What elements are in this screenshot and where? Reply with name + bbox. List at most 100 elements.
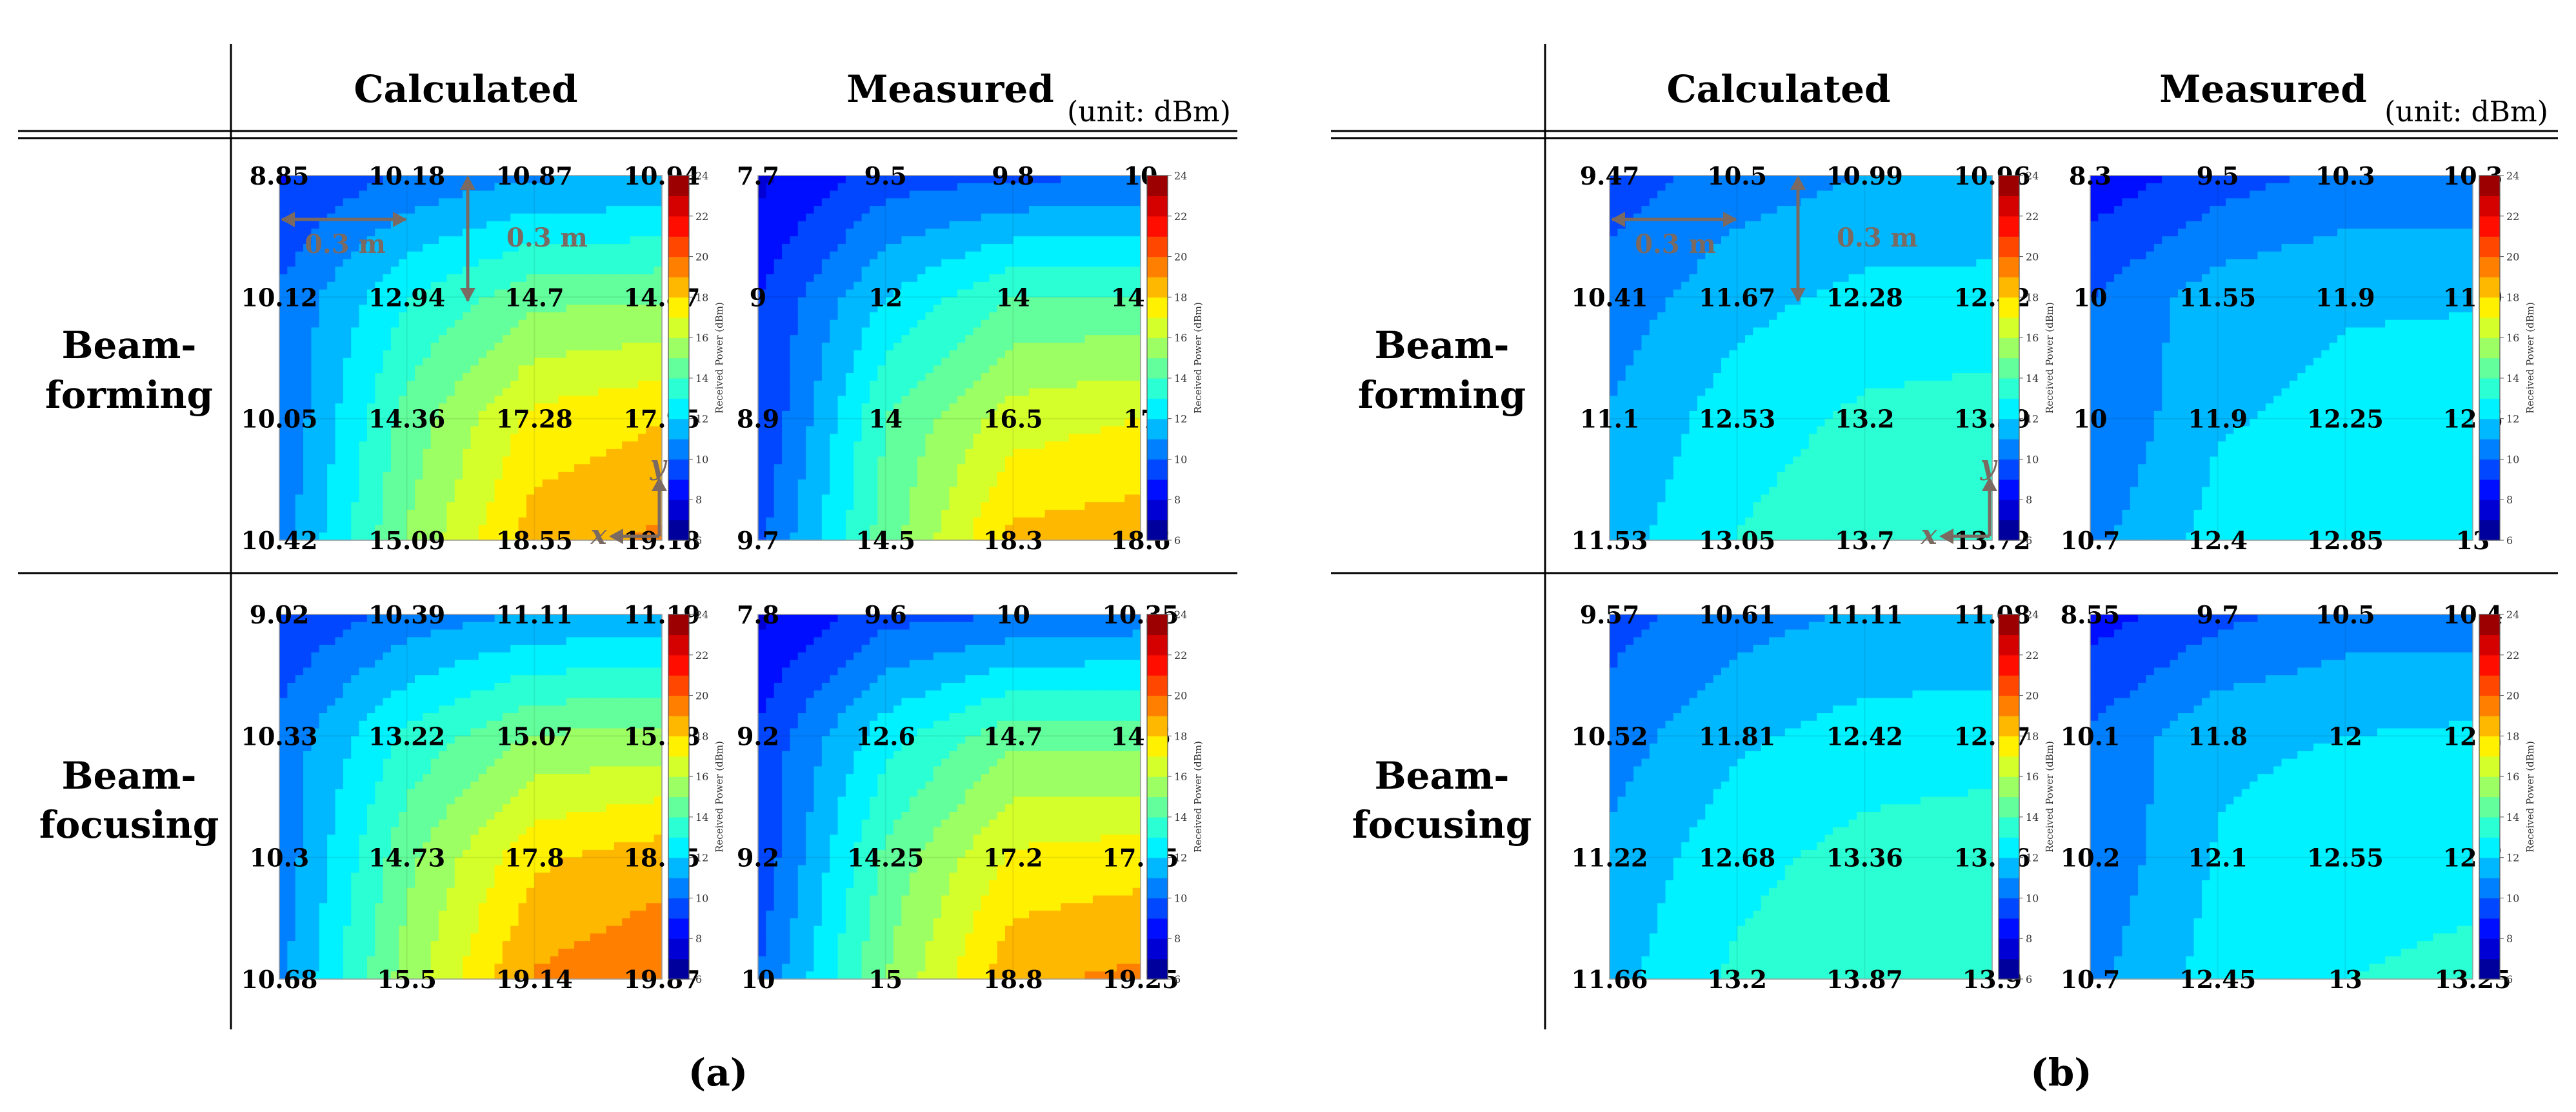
- heatmap-cell: [439, 389, 447, 396]
- heatmap-cell: [415, 343, 423, 350]
- heatmap-cell: [415, 381, 423, 389]
- heatmap-cell: [287, 335, 295, 343]
- heatmap-cell: [279, 267, 288, 274]
- heatmap-cell: [455, 176, 463, 183]
- heatmap-cell: [614, 350, 623, 358]
- heatmap-cell: [519, 335, 527, 343]
- heatmap-cell: [319, 320, 328, 328]
- heatmap-cell: [590, 389, 599, 396]
- heatmap-cell: [415, 198, 423, 206]
- heatmap-cell: [343, 419, 352, 427]
- heatmap-cell: [415, 244, 423, 252]
- heatmap-cell: [455, 305, 463, 312]
- heatmap-cell: [582, 365, 590, 373]
- heatmap-cell: [574, 312, 583, 320]
- heatmap-cell: [495, 396, 503, 403]
- heatmap-cell: [486, 350, 495, 358]
- heatmap-cell: [606, 419, 615, 427]
- heatmap-cell: [486, 198, 495, 206]
- heatmap-cell: [431, 327, 439, 335]
- heatmap-cell: [486, 282, 495, 290]
- heatmap-cell: [526, 274, 535, 282]
- heatmap-cell: [543, 198, 551, 206]
- heatmap-cell: [407, 350, 415, 358]
- heatmap-cell: [582, 198, 590, 206]
- heatmap-cell: [383, 396, 392, 403]
- heatmap-cell: [431, 396, 439, 403]
- heatmap-cell: [446, 381, 455, 389]
- heatmap-cell: [654, 343, 663, 350]
- heatmap-cell: [295, 198, 304, 206]
- heatmap-cell: [335, 282, 343, 290]
- heatmap-cell: [399, 191, 407, 199]
- heatmap-cell: [622, 274, 630, 282]
- heatmap-cell: [519, 191, 527, 199]
- heatmap-cell: [383, 312, 392, 320]
- heatmap-cell: [327, 191, 335, 199]
- heatmap-cell: [327, 320, 335, 328]
- heatmap-cell: [327, 411, 335, 419]
- heatmap-cell: [375, 191, 383, 199]
- heatmap-cell: [606, 350, 615, 358]
- heatmap-cell: [303, 206, 312, 214]
- heatmap-cell: [614, 343, 623, 350]
- heatmap-cell: [558, 389, 566, 396]
- heatmap-cell: [407, 259, 415, 267]
- heatmap-cell: [606, 411, 615, 419]
- heatmap-cell: [391, 198, 399, 206]
- heatmap-cell: [287, 389, 295, 396]
- heatmap-cell: [431, 259, 439, 267]
- heatmap-cell: [479, 373, 487, 381]
- heatmap-cell: [486, 305, 495, 312]
- heatmap-cell: [590, 228, 599, 236]
- heatmap-cell: [455, 373, 463, 381]
- heatmap-cell: [598, 214, 606, 221]
- heatmap-cell: [471, 343, 479, 350]
- heatmap-cell: [303, 267, 312, 274]
- heatmap-cell: [446, 389, 455, 396]
- heatmap-cell: [526, 267, 535, 274]
- heatmap-cell: [399, 244, 407, 252]
- heatmap-cell: [399, 198, 407, 206]
- heatmap-cell: [471, 396, 479, 403]
- heatmap-cell: [311, 267, 319, 274]
- heatmap-cell: [630, 381, 639, 389]
- heatmap-cell: [319, 259, 328, 267]
- heatmap-cell: [550, 274, 559, 282]
- heatmap-cell: [638, 214, 646, 221]
- heatmap-cell: [614, 183, 623, 191]
- heatmap-cell: [319, 327, 328, 335]
- heatmap-cell: [486, 191, 495, 199]
- heatmap-cell: [614, 228, 623, 236]
- heatmap-cell: [279, 312, 288, 320]
- heatmap-cell: [423, 350, 431, 358]
- heatmap-cell: [558, 381, 566, 389]
- heatmap-cell: [415, 350, 423, 358]
- heatmap-cell: [303, 259, 312, 267]
- heatmap-cell: [582, 327, 590, 335]
- heatmap-cell: [526, 343, 535, 350]
- heatmap-cell: [510, 335, 519, 343]
- heatmap-cell: [479, 191, 487, 199]
- heatmap-cell: [431, 267, 439, 274]
- heatmap-cell: [526, 259, 535, 267]
- heatmap-cell: [606, 290, 615, 298]
- heatmap-cell: [407, 267, 415, 274]
- heatmap-cell: [479, 297, 487, 305]
- heatmap-cell: [367, 373, 375, 381]
- heatmap-cell: [598, 236, 606, 244]
- heatmap-cell: [526, 320, 535, 328]
- heatmap-cell: [407, 327, 415, 335]
- heatmap-cell: [503, 191, 511, 199]
- row-header: Beam-: [1375, 754, 1510, 798]
- heatmap-cell: [407, 389, 415, 396]
- heatmap-cell: [543, 343, 551, 350]
- heatmap-cell: [590, 373, 599, 381]
- heatmap-cell: [495, 365, 503, 373]
- heatmap-cell: [351, 327, 359, 335]
- heatmap-cell: [407, 320, 415, 328]
- heatmap-cell: [598, 403, 606, 411]
- heatmap-cell: [495, 381, 503, 389]
- heatmap-cell: [614, 214, 623, 221]
- heatmap-cell: [598, 335, 606, 343]
